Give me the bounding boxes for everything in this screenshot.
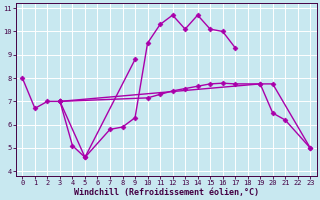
X-axis label: Windchill (Refroidissement éolien,°C): Windchill (Refroidissement éolien,°C) [74,188,259,197]
